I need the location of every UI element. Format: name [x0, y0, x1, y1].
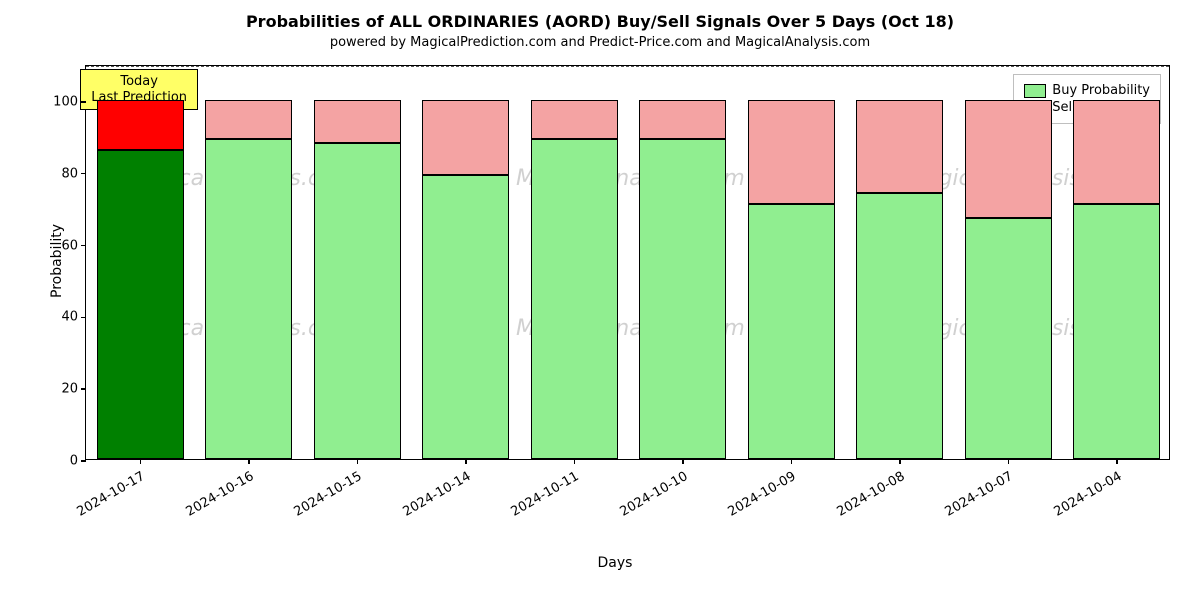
- xtick-label: 2024-10-09: [726, 469, 799, 520]
- bar-buy: [97, 150, 184, 459]
- bar-sell: [205, 100, 292, 140]
- bar-sell: [531, 100, 618, 140]
- bar-group: [97, 64, 184, 459]
- xtick-mark: [1008, 459, 1010, 464]
- xtick-label: 2024-10-10: [617, 469, 690, 520]
- bar-sell: [422, 100, 509, 175]
- bar-group: [639, 64, 726, 459]
- bar-group: [748, 64, 835, 459]
- bar-buy: [1073, 204, 1160, 459]
- xtick-mark: [682, 459, 684, 464]
- bar-group: [531, 64, 618, 459]
- bar-sell: [856, 100, 943, 193]
- bar-buy: [422, 175, 509, 459]
- bar-sell: [748, 100, 835, 204]
- bar-buy: [314, 143, 401, 459]
- bar-group: [1073, 64, 1160, 459]
- bar-group: [856, 64, 943, 459]
- bar-sell: [965, 100, 1052, 219]
- xtick-mark: [574, 459, 576, 464]
- xtick-label: 2024-10-11: [509, 469, 582, 520]
- ytick-label: 40: [61, 310, 86, 325]
- ytick-label: 60: [61, 238, 86, 253]
- xtick-mark: [1116, 459, 1118, 464]
- xtick-label: 2024-10-16: [183, 469, 256, 520]
- xtick-label: 2024-10-15: [292, 469, 365, 520]
- bar-buy: [205, 139, 292, 459]
- xtick-mark: [140, 459, 142, 464]
- bar-group: [205, 64, 292, 459]
- bar-sell: [639, 100, 726, 140]
- xtick-label: 2024-10-07: [943, 469, 1016, 520]
- chart-subtitle: powered by MagicalPrediction.com and Pre…: [0, 31, 1200, 50]
- bar-sell: [1073, 100, 1160, 204]
- bar-sell: [97, 100, 184, 150]
- x-axis-label: Days: [598, 555, 633, 571]
- xtick-label: 2024-10-17: [75, 469, 148, 520]
- xtick-label: 2024-10-04: [1051, 469, 1124, 520]
- bar-group: [965, 64, 1052, 459]
- chart-title: Probabilities of ALL ORDINARIES (AORD) B…: [0, 0, 1200, 31]
- xtick-label: 2024-10-08: [834, 469, 907, 520]
- bar-group: [422, 64, 509, 459]
- bar-buy: [965, 218, 1052, 459]
- bar-buy: [748, 204, 835, 459]
- xtick-label: 2024-10-14: [400, 469, 473, 520]
- bar-buy: [639, 139, 726, 459]
- ytick-label: 100: [53, 94, 86, 109]
- xtick-mark: [791, 459, 793, 464]
- xtick-mark: [465, 459, 467, 464]
- ytick-label: 80: [61, 166, 86, 181]
- xtick-mark: [248, 459, 250, 464]
- xtick-mark: [899, 459, 901, 464]
- ytick-label: 0: [70, 454, 86, 469]
- plot-area: Buy Probability Sell Probability Today L…: [85, 65, 1170, 460]
- y-axis-label: Probability: [49, 223, 65, 297]
- ytick-label: 20: [61, 382, 86, 397]
- bar-buy: [856, 193, 943, 459]
- bar-sell: [314, 100, 401, 143]
- bar-group: [314, 64, 401, 459]
- xtick-mark: [357, 459, 359, 464]
- bar-buy: [531, 139, 618, 459]
